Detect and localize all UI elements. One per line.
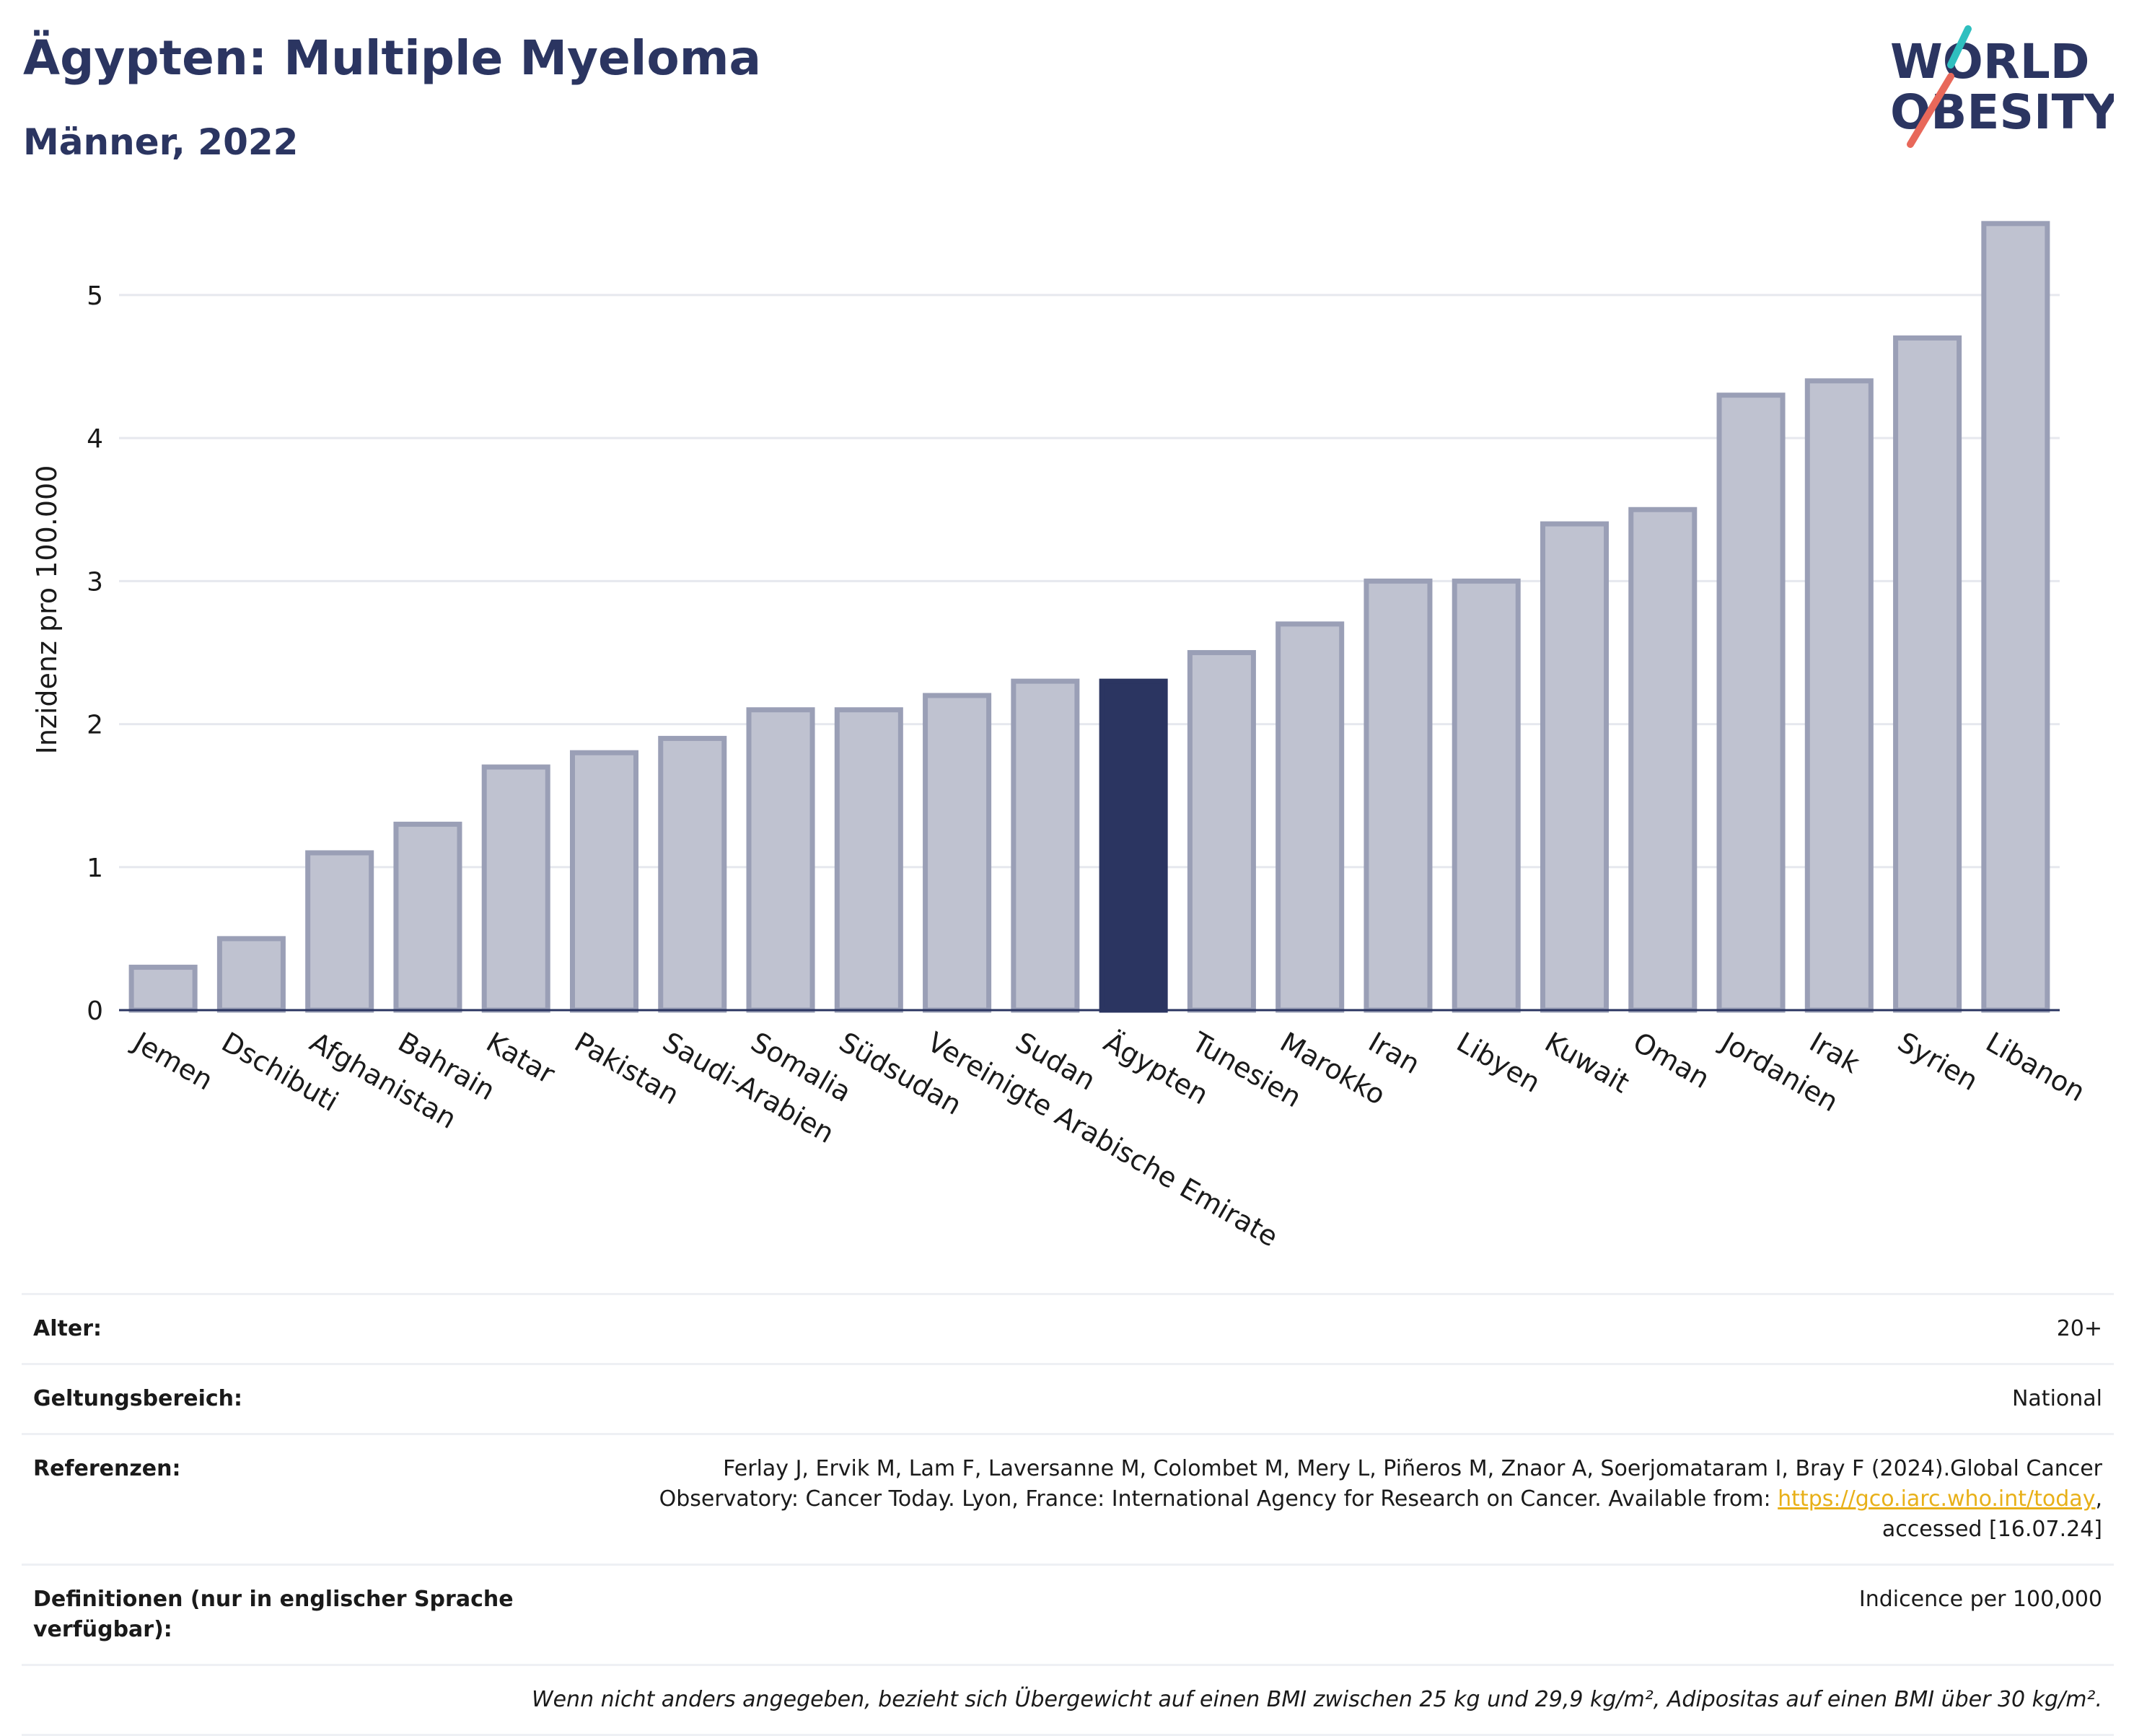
bar-libyen[interactable] <box>1452 578 1521 1013</box>
age-value: 20+ <box>2056 1316 2102 1341</box>
definitions-value: Indicence per 100,000 <box>1858 1587 2102 1612</box>
references-value: Ferlay J, Ervik M, Lam F, Laversanne M, … <box>538 1454 2102 1545</box>
info-row-references: Referenzen: Ferlay J, Ervik M, Lam F, La… <box>22 1433 2114 1564</box>
x-tick-label: Jemen <box>127 1025 219 1097</box>
bar-südsudan[interactable] <box>834 707 903 1013</box>
bar-iran[interactable] <box>1364 578 1433 1013</box>
bars <box>128 221 2050 1013</box>
y-tick-label: 2 <box>87 711 103 740</box>
bar-katar[interactable] <box>481 764 550 1013</box>
x-tick-label: Oman <box>1628 1026 1715 1095</box>
bar-syrien[interactable] <box>1893 335 1962 1013</box>
bar-jordanien[interactable] <box>1716 393 1786 1013</box>
bar-oman[interactable] <box>1628 507 1698 1013</box>
bar-dschibuti[interactable] <box>216 936 286 1013</box>
y-tick-label: 0 <box>87 996 103 1026</box>
scope-label: Geltungsbereich: <box>33 1386 243 1411</box>
y-tick-label: 4 <box>87 424 103 454</box>
x-tick-label: Kuwait <box>1540 1026 1635 1100</box>
bar-ägypten[interactable] <box>1099 678 1168 1013</box>
page-title: Ägypten: Multiple Myeloma <box>23 30 762 86</box>
bar-libanon[interactable] <box>1981 221 2050 1013</box>
logo-slash-red <box>1907 73 1954 148</box>
x-tick-label: Libyen <box>1452 1026 1546 1099</box>
y-tick-label: 3 <box>87 567 103 597</box>
info-table: Alter: 20+ Geltungsbereich: National Ref… <box>22 1293 2114 1736</box>
page-subtitle: Männer, 2022 <box>23 121 299 163</box>
bar-irak[interactable] <box>1804 378 1874 1013</box>
scope-value: National <box>2011 1386 2102 1411</box>
logo-line1: WORLD <box>1890 34 2090 89</box>
x-tick-label: Libanon <box>1980 1026 2090 1108</box>
y-axis-label: Inzidenz pro 100.000 <box>31 465 63 755</box>
bar-kuwait[interactable] <box>1540 521 1610 1013</box>
bar-marokko[interactable] <box>1275 621 1345 1013</box>
bar-saudi-arabien[interactable] <box>658 735 727 1013</box>
world-obesity-logo: WORLD OBESITY <box>1890 25 2114 148</box>
age-label: Alter: <box>33 1316 102 1341</box>
footnote: Wenn nicht anders angegeben, bezieht sic… <box>531 1687 2102 1712</box>
reference-line-2-end: , <box>2095 1486 2102 1512</box>
logo-slash-teal <box>1947 25 1972 69</box>
bar-somalia[interactable] <box>746 707 815 1013</box>
x-tick-label: Iran <box>1363 1026 1425 1080</box>
bar-jemen[interactable] <box>128 965 198 1013</box>
reference-link[interactable]: https://gco.iarc.who.int/today <box>1778 1486 2096 1512</box>
bar-sudan[interactable] <box>1011 678 1080 1013</box>
y-tick-label: 5 <box>87 281 103 311</box>
info-row-scope: Geltungsbereich: National <box>22 1363 2114 1433</box>
reference-line-2: Observatory: Cancer Today. Lyon, France:… <box>659 1486 1778 1512</box>
y-tick-label: 1 <box>87 854 103 883</box>
reference-line-3: accessed [16.07.24] <box>1881 1517 2102 1542</box>
info-row-note: Wenn nicht anders angegeben, bezieht sic… <box>22 1664 2114 1736</box>
info-row-definitions: Definitionen (nur in englischer Sprache … <box>22 1564 2114 1664</box>
bar-afghanistan[interactable] <box>305 850 374 1013</box>
x-tick-label: Irak <box>1804 1026 1865 1079</box>
x-tick-label: Syrien <box>1892 1026 1983 1097</box>
y-axis-ticks: 0 1 2 3 4 5 <box>87 281 103 1026</box>
reference-line-1: Ferlay J, Ervik M, Lam F, Laversanne M, … <box>723 1456 2102 1481</box>
references-label: Referenzen: <box>33 1456 181 1481</box>
bar-vereinigte-arabische-emirate[interactable] <box>923 693 992 1013</box>
bar-pakistan[interactable] <box>569 750 639 1013</box>
info-row-age: Alter: 20+ <box>22 1293 2114 1363</box>
bar-bahrain[interactable] <box>393 821 462 1013</box>
bar-tunesien[interactable] <box>1187 649 1256 1013</box>
definitions-label: Definitionen (nur in englischer Sprache … <box>33 1587 514 1642</box>
bar-chart: 0 1 2 3 4 5 JemenDschibutiAfghanistanBahrainK… <box>31 221 2091 1253</box>
